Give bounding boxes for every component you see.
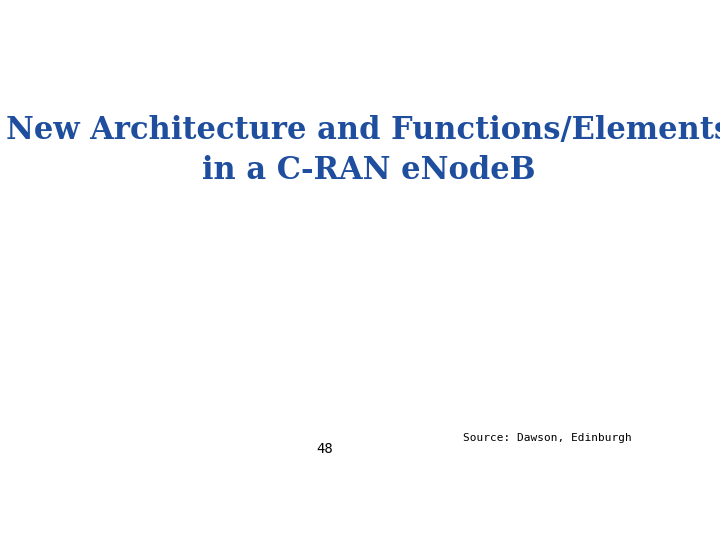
Text: New Architecture and Functions/Elements
in a C-RAN eNodeB: New Architecture and Functions/Elements … <box>6 114 720 186</box>
Text: 48: 48 <box>316 442 333 456</box>
Text: Source: Dawson, Edinburgh: Source: Dawson, Edinburgh <box>462 433 631 443</box>
